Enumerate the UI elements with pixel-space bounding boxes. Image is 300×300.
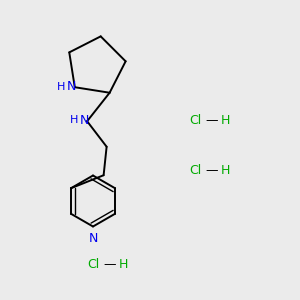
Text: H: H xyxy=(69,115,78,125)
Text: Cl: Cl xyxy=(189,113,201,127)
Text: H: H xyxy=(57,82,65,92)
Text: Cl: Cl xyxy=(189,164,201,178)
Text: H: H xyxy=(118,257,128,271)
Text: N: N xyxy=(67,80,76,93)
Text: H: H xyxy=(220,164,230,178)
Text: H: H xyxy=(220,113,230,127)
Text: N: N xyxy=(80,114,89,127)
Text: N: N xyxy=(88,232,98,245)
Text: —: — xyxy=(202,113,223,127)
Text: —: — xyxy=(202,164,223,178)
Text: —: — xyxy=(100,257,121,271)
Text: Cl: Cl xyxy=(87,257,99,271)
